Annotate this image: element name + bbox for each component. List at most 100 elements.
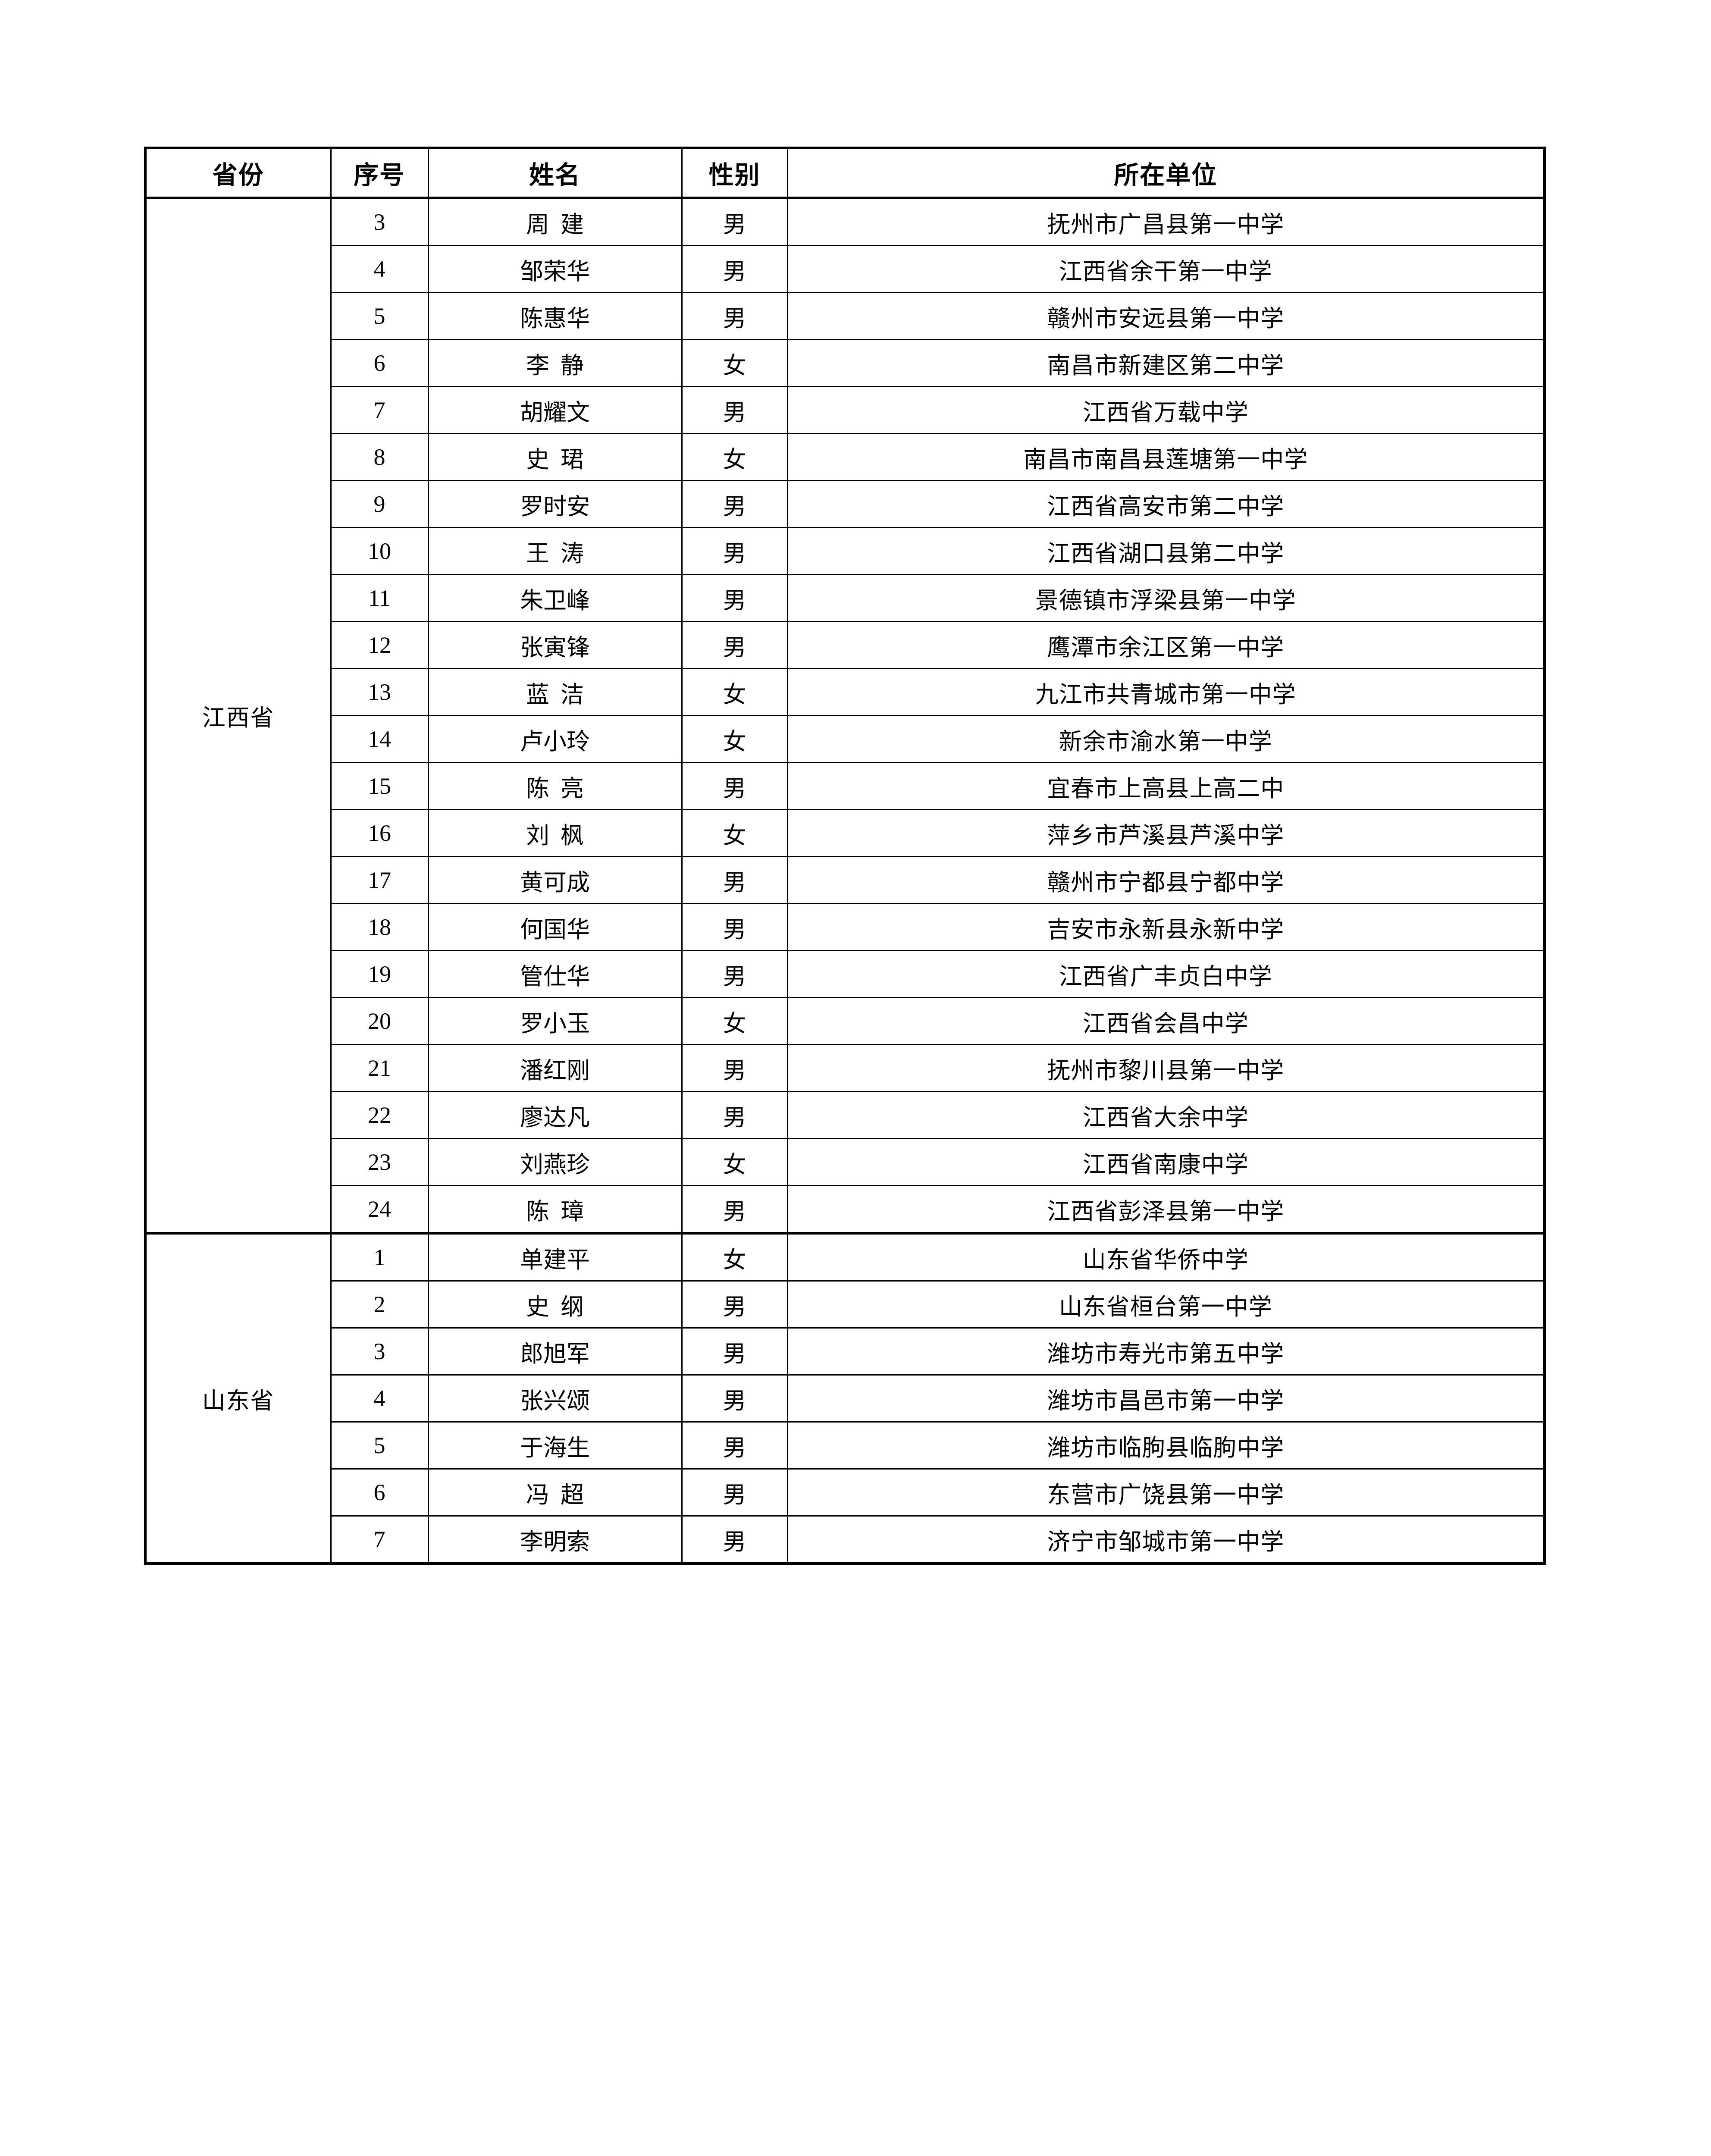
- cell-unit: 潍坊市寿光市第五中学: [787, 1327, 1545, 1376]
- cell-gender: 女: [681, 433, 788, 481]
- cell-unit: 宜春市上高县上高二中: [787, 762, 1545, 810]
- table-row: 23 刘燕珍女江西省南康中学: [145, 1138, 1545, 1186]
- column-header-gender: 性别: [681, 147, 788, 199]
- cell-name: 周建: [427, 197, 683, 246]
- table-row: 17 黄可成男赣州市宁都县宁都中学: [145, 856, 1545, 904]
- cell-unit: 江西省南康中学: [787, 1138, 1545, 1186]
- cell-index: 22: [330, 1091, 429, 1139]
- cell-gender: 男: [681, 292, 788, 340]
- cell-index: 10: [330, 527, 429, 575]
- table-row: 13 蓝洁女九江市共青城市第一中学: [145, 668, 1545, 716]
- table-row: 6 冯超男东营市广饶县第一中学: [145, 1468, 1545, 1517]
- table-row: 2 史纲男山东省桓台第一中学: [145, 1280, 1545, 1329]
- cell-index: 4: [330, 1374, 429, 1423]
- cell-name: 于海生: [427, 1421, 683, 1470]
- table-row: 22 廖达凡男江西省大余中学: [145, 1091, 1545, 1139]
- cell-index: 24: [330, 1185, 429, 1234]
- table-row: 山东省 1 单建平女山东省华侨中学: [144, 1232, 1545, 1564]
- cell-gender: 男: [681, 480, 788, 528]
- cell-name: 潘红刚: [427, 1044, 683, 1092]
- column-header-unit: 所在单位: [787, 147, 1545, 199]
- table-row: 11 朱卫峰男景德镇市浮梁县第一中学: [145, 574, 1545, 622]
- cell-gender: 女: [681, 1138, 788, 1186]
- column-header-name: 姓名: [427, 147, 683, 199]
- table-row: 15 陈亮男宜春市上高县上高二中: [145, 762, 1545, 810]
- cell-index: 19: [330, 950, 429, 998]
- cell-name: 朱卫峰: [427, 574, 683, 622]
- cell-gender: 男: [681, 856, 788, 904]
- table-row: 21 潘红刚男抚州市黎川县第一中学: [145, 1044, 1545, 1092]
- cell-gender: 男: [681, 1421, 788, 1470]
- cell-unit: 江西省大余中学: [787, 1091, 1545, 1139]
- cell-name: 李静: [427, 339, 683, 387]
- cell-index: 5: [330, 292, 429, 340]
- cell-index: 16: [330, 809, 429, 857]
- cell-gender: 男: [681, 197, 788, 246]
- cell-name: 李明索: [427, 1515, 683, 1564]
- cell-name: 史纲: [427, 1280, 683, 1329]
- table-row: 20 罗小玉女江西省会昌中学: [145, 997, 1545, 1045]
- cell-gender: 男: [681, 1327, 788, 1376]
- cell-unit: 吉安市永新县永新中学: [787, 903, 1545, 951]
- cell-unit: 江西省万载中学: [787, 386, 1545, 434]
- cell-name: 张兴颂: [427, 1374, 683, 1423]
- cell-name: 蓝洁: [427, 668, 683, 716]
- cell-index: 18: [330, 903, 429, 951]
- cell-index: 7: [330, 386, 429, 434]
- cell-unit: 江西省会昌中学: [787, 997, 1545, 1045]
- cell-index: 3: [330, 197, 429, 246]
- cell-name: 罗时安: [427, 480, 683, 528]
- cell-gender: 女: [681, 997, 788, 1045]
- table-row: 9 罗时安男江西省高安市第二中学: [145, 480, 1545, 528]
- cell-name: 廖达凡: [427, 1091, 683, 1139]
- cell-gender: 男: [681, 1280, 788, 1329]
- table-row: 18 何国华男吉安市永新县永新中学: [145, 903, 1545, 951]
- cell-gender: 男: [681, 386, 788, 434]
- cell-unit: 山东省桓台第一中学: [787, 1280, 1545, 1329]
- cell-gender: 女: [681, 1232, 788, 1282]
- cell-province: 山东省: [144, 1232, 332, 1564]
- cell-name: 卢小玲: [427, 715, 683, 763]
- cell-index: 6: [330, 1468, 429, 1517]
- cell-gender: 男: [681, 762, 788, 810]
- cell-index: 20: [330, 997, 429, 1045]
- cell-gender: 男: [681, 1515, 788, 1564]
- cell-gender: 男: [681, 527, 788, 575]
- cell-index: 1: [330, 1232, 429, 1282]
- cell-name: 管仕华: [427, 950, 683, 998]
- cell-name: 陈惠华: [427, 292, 683, 340]
- cell-unit: 江西省高安市第二中学: [787, 480, 1545, 528]
- cell-index: 11: [330, 574, 429, 622]
- cell-name: 史珺: [427, 433, 683, 481]
- table-header: 省份 序号 姓名 性别 所在单位: [144, 147, 1545, 199]
- cell-unit: 景德镇市浮梁县第一中学: [787, 574, 1545, 622]
- cell-name: 罗小玉: [427, 997, 683, 1045]
- cell-gender: 男: [681, 245, 788, 293]
- cell-index: 14: [330, 715, 429, 763]
- table-row: 6 李静女南昌市新建区第二中学: [145, 339, 1545, 387]
- table-row: 8 史珺女南昌市南昌县莲塘第一中学: [145, 433, 1545, 481]
- cell-gender: 男: [681, 903, 788, 951]
- column-header-index: 序号: [330, 147, 429, 199]
- cell-name: 黄可成: [427, 856, 683, 904]
- cell-gender: 女: [681, 715, 788, 763]
- cell-gender: 男: [681, 1468, 788, 1517]
- cell-unit: 东营市广饶县第一中学: [787, 1468, 1545, 1517]
- cell-index: 17: [330, 856, 429, 904]
- table-row: 12 张寅锋男鹰潭市余江区第一中学: [145, 621, 1545, 669]
- cell-gender: 女: [681, 809, 788, 857]
- cell-index: 15: [330, 762, 429, 810]
- table-row: 4 张兴颂男潍坊市昌邑市第一中学: [145, 1374, 1545, 1423]
- table-row: 江西省 3 周建男抚州市广昌县第一中学: [144, 197, 1545, 1234]
- cell-gender: 男: [681, 1185, 788, 1234]
- cell-unit: 江西省余干第一中学: [787, 245, 1545, 293]
- cell-index: 6: [330, 339, 429, 387]
- cell-unit: 潍坊市昌邑市第一中学: [787, 1374, 1545, 1423]
- cell-unit: 鹰潭市余江区第一中学: [787, 621, 1545, 669]
- cell-unit: 山东省华侨中学: [787, 1232, 1545, 1282]
- cell-index: 21: [330, 1044, 429, 1092]
- cell-unit: 萍乡市芦溪县芦溪中学: [787, 809, 1545, 857]
- cell-gender: 男: [681, 1091, 788, 1139]
- cell-name: 刘枫: [427, 809, 683, 857]
